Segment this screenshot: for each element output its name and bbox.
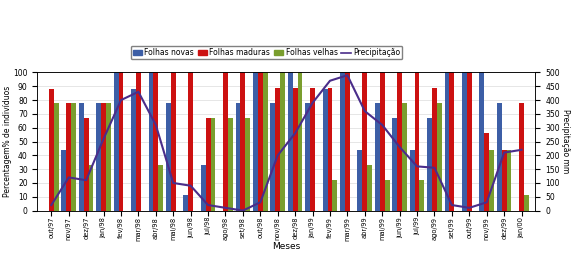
Bar bbox=[288, 72, 293, 211]
Bar bbox=[375, 103, 380, 211]
Bar bbox=[462, 72, 467, 211]
Bar bbox=[113, 72, 119, 211]
Bar bbox=[258, 72, 263, 211]
Bar bbox=[345, 72, 350, 211]
Bar bbox=[188, 72, 193, 211]
Bar bbox=[71, 103, 76, 211]
Bar bbox=[419, 180, 425, 211]
Bar bbox=[49, 89, 54, 211]
Bar bbox=[519, 103, 524, 211]
Bar bbox=[328, 88, 332, 211]
Bar bbox=[236, 103, 241, 211]
Bar bbox=[158, 165, 163, 211]
Bar bbox=[106, 103, 111, 211]
Bar bbox=[432, 88, 437, 211]
Bar bbox=[410, 150, 415, 211]
Bar bbox=[305, 103, 310, 211]
Bar bbox=[89, 165, 93, 211]
Bar bbox=[489, 150, 494, 211]
Bar bbox=[524, 195, 529, 211]
Bar bbox=[154, 72, 158, 211]
Bar bbox=[415, 72, 419, 211]
Bar bbox=[293, 88, 297, 211]
Bar bbox=[171, 72, 176, 211]
Bar bbox=[241, 72, 245, 211]
Bar bbox=[61, 150, 66, 211]
Bar bbox=[270, 103, 275, 211]
Y-axis label: Percentagem% de indivíduos: Percentagem% de indivíduos bbox=[3, 86, 12, 197]
Bar bbox=[228, 118, 233, 211]
Bar bbox=[497, 103, 502, 211]
Bar bbox=[166, 103, 171, 211]
Bar bbox=[297, 72, 303, 211]
Bar bbox=[480, 72, 484, 211]
Bar bbox=[340, 72, 345, 211]
Bar bbox=[445, 72, 449, 211]
Bar bbox=[66, 103, 71, 211]
Bar bbox=[206, 118, 210, 211]
Bar bbox=[275, 88, 280, 211]
Bar bbox=[323, 89, 328, 211]
Bar bbox=[367, 165, 372, 211]
Bar bbox=[119, 72, 123, 211]
Bar bbox=[280, 72, 285, 211]
X-axis label: Meses: Meses bbox=[272, 242, 301, 251]
Y-axis label: Precipitação mm: Precipitação mm bbox=[561, 109, 570, 174]
Bar bbox=[101, 103, 106, 211]
Bar bbox=[201, 165, 206, 211]
Bar bbox=[310, 88, 315, 211]
Bar bbox=[183, 195, 188, 211]
Bar bbox=[358, 150, 362, 211]
Bar bbox=[332, 180, 337, 211]
Bar bbox=[210, 118, 215, 211]
Legend: Folhas novas, Folhas maduras, Folhas velhas, Precipitação: Folhas novas, Folhas maduras, Folhas vel… bbox=[131, 46, 402, 59]
Bar bbox=[397, 72, 402, 211]
Bar bbox=[96, 103, 101, 211]
Bar bbox=[253, 72, 258, 211]
Bar bbox=[136, 72, 141, 211]
Bar bbox=[449, 72, 454, 211]
Bar bbox=[131, 89, 136, 211]
Bar bbox=[223, 72, 228, 211]
Bar bbox=[402, 103, 407, 211]
Bar bbox=[84, 118, 89, 211]
Bar bbox=[437, 103, 442, 211]
Bar bbox=[148, 72, 154, 211]
Bar bbox=[263, 72, 268, 211]
Bar bbox=[467, 72, 472, 211]
Bar bbox=[502, 150, 507, 211]
Bar bbox=[393, 118, 397, 211]
Bar bbox=[362, 72, 367, 211]
Bar bbox=[380, 72, 384, 211]
Bar bbox=[427, 118, 432, 211]
Bar bbox=[384, 180, 390, 211]
Bar bbox=[79, 103, 84, 211]
Bar bbox=[507, 150, 512, 211]
Bar bbox=[484, 133, 489, 211]
Bar bbox=[245, 118, 250, 211]
Bar bbox=[54, 103, 58, 211]
